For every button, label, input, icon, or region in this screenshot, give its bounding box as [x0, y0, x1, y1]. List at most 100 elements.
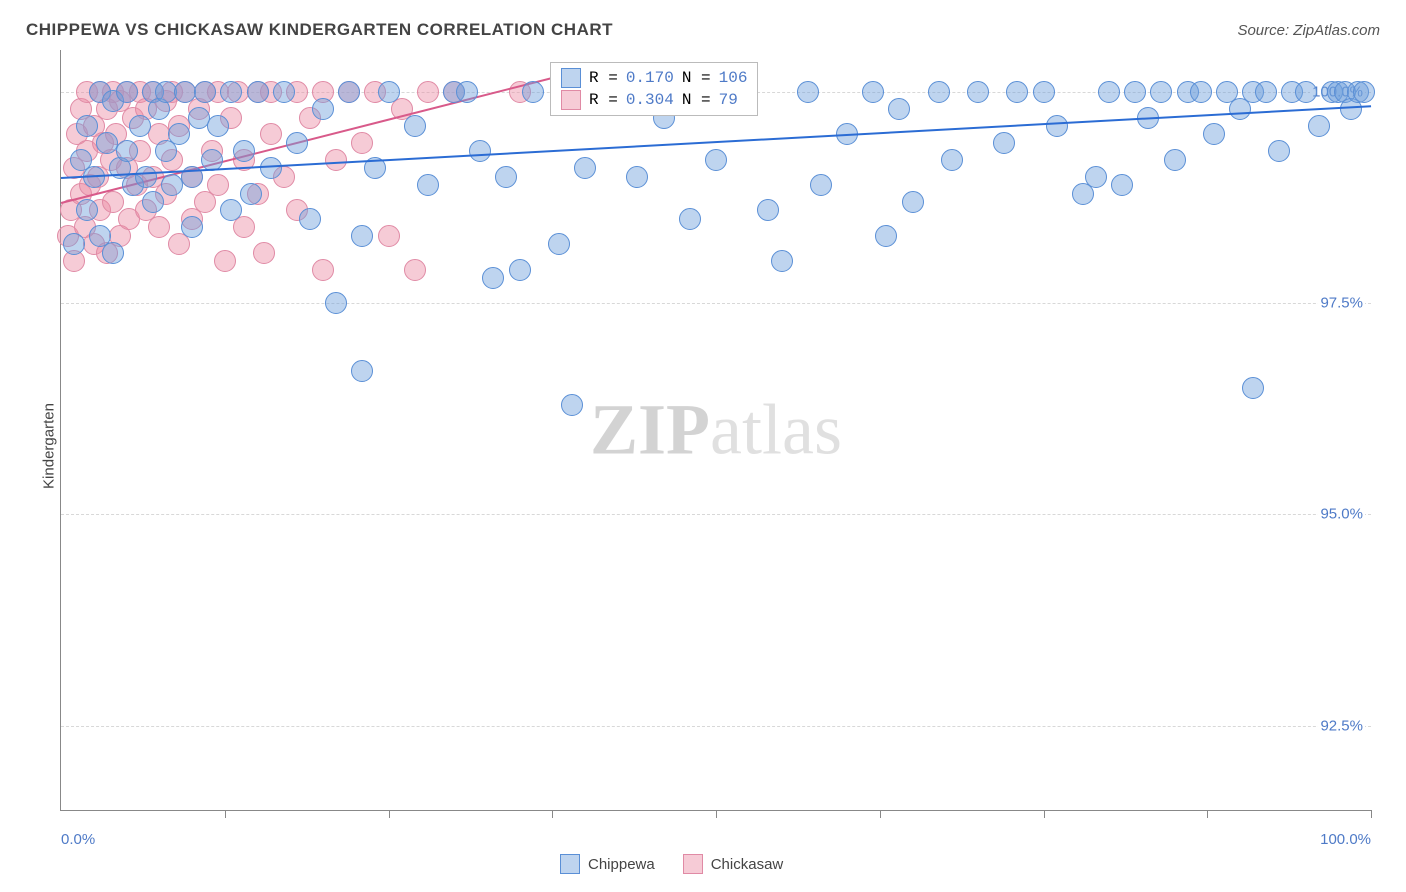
data-point-chippewa [1255, 81, 1277, 103]
x-tick [1207, 810, 1208, 818]
stat-label: R = [589, 67, 618, 89]
data-point-chippewa [63, 233, 85, 255]
data-point-chippewa [351, 225, 373, 247]
watermark-light: atlas [710, 390, 842, 470]
data-point-chippewa [1033, 81, 1055, 103]
data-point-chippewa [482, 267, 504, 289]
series-swatch [561, 90, 581, 110]
stat-value: 0.170 [626, 67, 674, 89]
data-point-chippewa [928, 81, 950, 103]
data-point-chippewa [561, 394, 583, 416]
x-tick [1044, 810, 1045, 818]
data-point-chippewa [102, 242, 124, 264]
data-point-chippewa [76, 199, 98, 221]
series-swatch [683, 854, 703, 874]
data-point-chippewa [548, 233, 570, 255]
y-tick-label: 97.5% [1318, 295, 1365, 312]
data-point-chippewa [902, 191, 924, 213]
data-point-chippewa [810, 174, 832, 196]
data-point-chippewa [378, 81, 400, 103]
data-point-chickasaw [351, 132, 373, 154]
legend-label: Chippewa [588, 856, 655, 873]
data-point-chippewa [495, 166, 517, 188]
gridline [61, 514, 1371, 515]
gridline [61, 303, 1371, 304]
data-point-chippewa [1190, 81, 1212, 103]
data-point-chickasaw [214, 250, 236, 272]
x-tick [1371, 810, 1372, 818]
data-point-chippewa [888, 98, 910, 120]
data-point-chippewa [469, 140, 491, 162]
data-point-chippewa [993, 132, 1015, 154]
y-tick-label: 92.5% [1318, 717, 1365, 734]
data-point-chippewa [299, 208, 321, 230]
data-point-chickasaw [148, 216, 170, 238]
data-point-chippewa [941, 149, 963, 171]
data-point-chippewa [181, 216, 203, 238]
data-point-chippewa [1203, 123, 1225, 145]
stats-box: R =0.170N =106R =0.304N = 79 [550, 62, 758, 116]
data-point-chippewa [875, 225, 897, 247]
data-point-chippewa [797, 81, 819, 103]
data-point-chippewa [1111, 174, 1133, 196]
data-point-chippewa [771, 250, 793, 272]
chart-title: CHIPPEWA VS CHICKASAW KINDERGARTEN CORRE… [26, 20, 613, 40]
data-point-chippewa [116, 140, 138, 162]
data-point-chickasaw [417, 81, 439, 103]
stat-label: N = [682, 67, 711, 89]
data-point-chippewa [862, 81, 884, 103]
x-axis-label: 0.0% [61, 831, 95, 848]
data-point-chippewa [456, 81, 478, 103]
data-point-chippewa [247, 81, 269, 103]
stat-value: 0.304 [626, 89, 674, 111]
data-point-chippewa [168, 123, 190, 145]
data-point-chippewa [1308, 115, 1330, 137]
data-point-chippewa [240, 183, 262, 205]
legend-label: Chickasaw [711, 856, 784, 873]
data-point-chippewa [679, 208, 701, 230]
data-point-chippewa [404, 115, 426, 137]
data-point-chippewa [129, 115, 151, 137]
data-point-chippewa [1295, 81, 1317, 103]
data-point-chippewa [135, 166, 157, 188]
data-point-chickasaw [260, 123, 282, 145]
legend: Chippewa Chickasaw [560, 854, 783, 874]
data-point-chippewa [1353, 81, 1375, 103]
data-point-chippewa [967, 81, 989, 103]
data-point-chippewa [1006, 81, 1028, 103]
x-tick [552, 810, 553, 818]
stat-label: N = [682, 89, 711, 111]
data-point-chippewa [312, 98, 334, 120]
data-point-chippewa [1268, 140, 1290, 162]
y-tick-label: 95.0% [1318, 506, 1365, 523]
data-point-chickasaw [404, 259, 426, 281]
data-point-chickasaw [253, 242, 275, 264]
data-point-chippewa [338, 81, 360, 103]
data-point-chickasaw [325, 149, 347, 171]
data-point-chippewa [286, 132, 308, 154]
data-point-chippewa [142, 191, 164, 213]
data-point-chippewa [116, 81, 138, 103]
data-point-chippewa [509, 259, 531, 281]
legend-item: Chippewa [560, 854, 655, 874]
data-point-chippewa [351, 360, 373, 382]
data-point-chippewa [233, 140, 255, 162]
data-point-chippewa [1124, 81, 1146, 103]
stat-value: 106 [719, 67, 748, 89]
stat-label: R = [589, 89, 618, 111]
source-label: Source: ZipAtlas.com [1237, 22, 1380, 39]
watermark: ZIPatlas [590, 389, 842, 472]
data-point-chippewa [273, 81, 295, 103]
data-point-chippewa [1098, 81, 1120, 103]
data-point-chippewa [705, 149, 727, 171]
data-point-chippewa [626, 166, 648, 188]
data-point-chickasaw [378, 225, 400, 247]
watermark-bold: ZIP [590, 390, 710, 470]
data-point-chippewa [207, 115, 229, 137]
data-point-chippewa [522, 81, 544, 103]
data-point-chippewa [417, 174, 439, 196]
legend-item: Chickasaw [683, 854, 784, 874]
x-tick [716, 810, 717, 818]
series-swatch [560, 854, 580, 874]
x-tick [880, 810, 881, 818]
